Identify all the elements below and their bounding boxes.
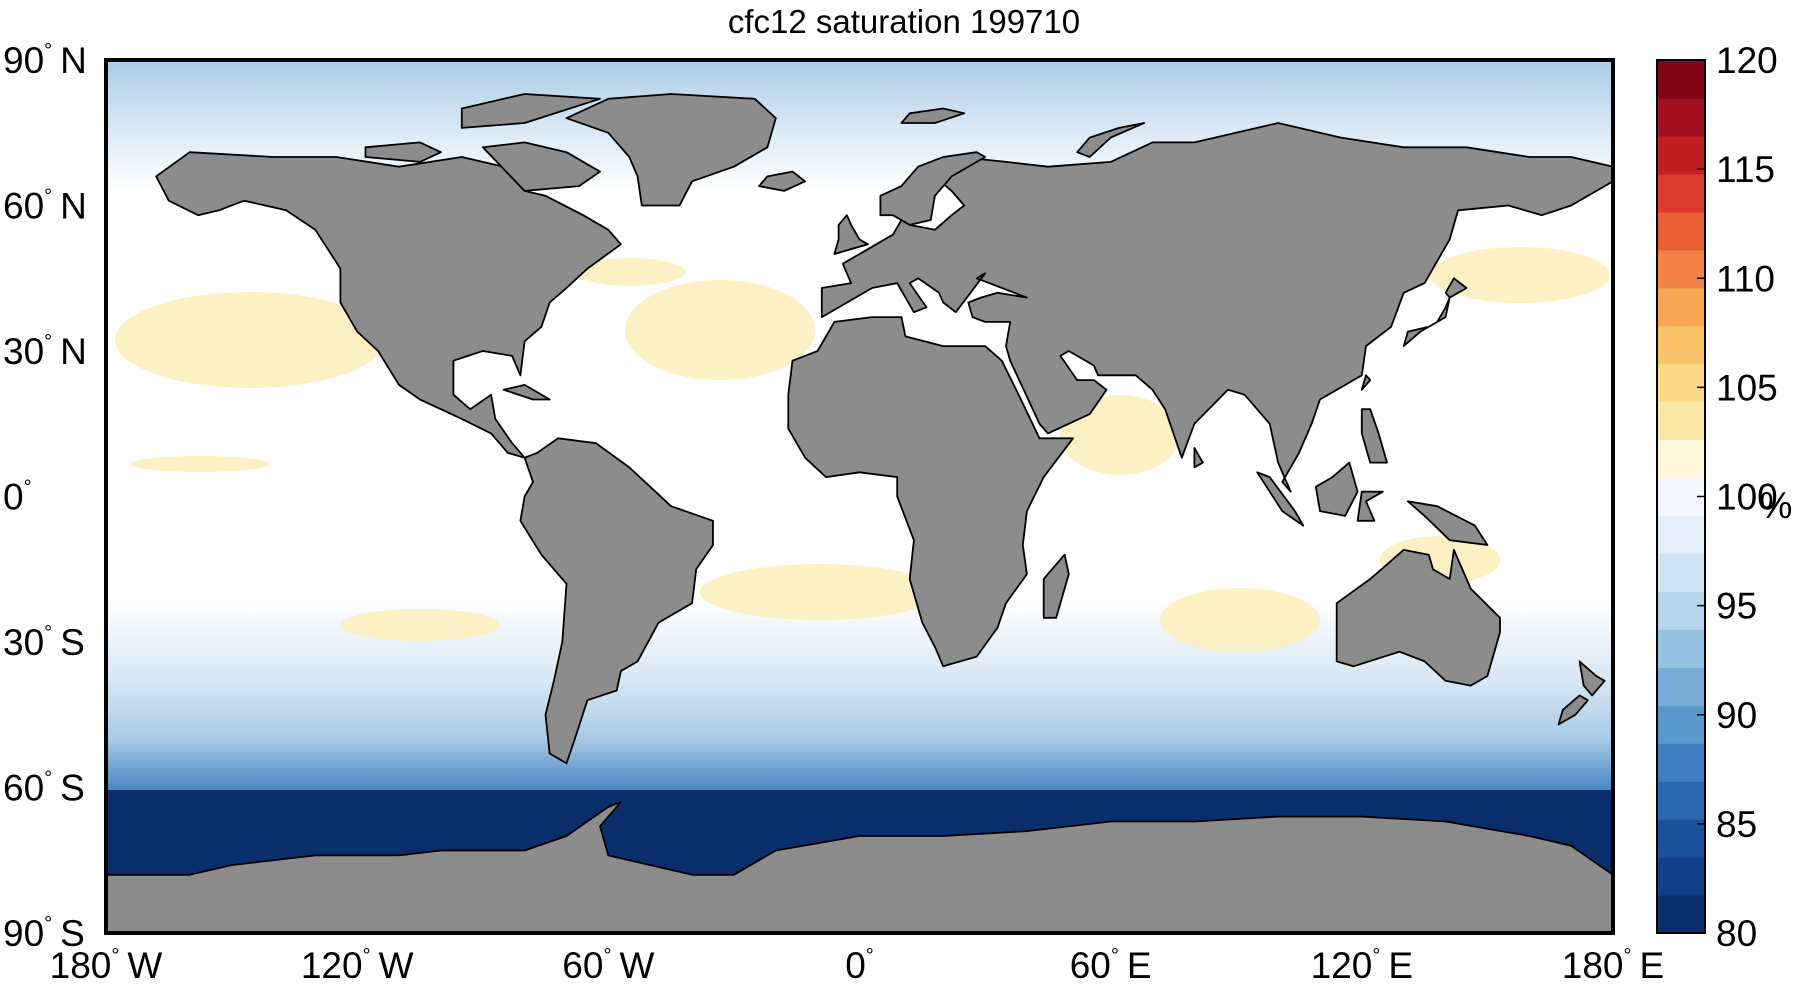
land-britain (833, 214, 869, 255)
colorbar-tick-label: 90 (1716, 695, 1757, 736)
land-australia (1335, 549, 1501, 687)
equatorial-pacific-patch (130, 456, 270, 472)
land-ellesmere (460, 93, 601, 129)
land-novaya-zemlya (1076, 122, 1146, 158)
colorbar-tick-label: 100 (1716, 477, 1778, 518)
land-sri-lanka (1193, 447, 1204, 469)
south-atlantic-patch (700, 564, 940, 620)
land-sumatra (1256, 471, 1305, 527)
colorbar-tick-label: 115 (1716, 149, 1775, 190)
land-sulawesi (1356, 490, 1384, 522)
north-pacific-west-patch (1430, 247, 1610, 303)
north-pacific-east-patch (115, 292, 385, 388)
colorbar-swatch (1657, 667, 1705, 706)
colorbar-ticks: 120 115 110 105 100 95 90 85 80 (1697, 40, 1778, 954)
lat-tick-label: 30° S (3, 622, 85, 663)
lon-tick-label: 120° E (1311, 945, 1413, 984)
land-south-america (519, 437, 714, 765)
land-new-guinea (1407, 500, 1489, 546)
colorbar-tick-label: 95 (1716, 586, 1757, 627)
lon-tick-label: 60° E (1070, 945, 1152, 984)
colorbar-swatch (1657, 705, 1705, 744)
lat-tick-label: 60° N (3, 186, 87, 227)
colorbar-tick-label: 85 (1716, 804, 1757, 845)
colorbar-swatch (1657, 287, 1705, 327)
colorbar-swatch (1657, 60, 1705, 99)
land-hokkaido (1444, 277, 1468, 299)
land-philippines (1360, 408, 1388, 464)
lon-tick-label: 0° (845, 945, 874, 984)
south-indian-patch (1160, 588, 1320, 652)
gulf-stream-patch (575, 258, 685, 286)
colorbar-swatch (1657, 743, 1705, 782)
colorbar-swatch (1657, 591, 1705, 630)
colorbar-tick-label: 105 (1716, 367, 1778, 408)
continents (106, 93, 1613, 933)
colorbar-swatch (1657, 97, 1705, 137)
colorbar-swatch (1657, 629, 1705, 668)
lon-tick-label: 180° W (50, 945, 163, 984)
colorbar-swatch (1657, 439, 1705, 479)
lat-tick-label: 0° (3, 477, 32, 518)
lat-tick-label: 60° S (3, 768, 85, 809)
colorbar-swatch (1657, 819, 1705, 858)
land-taiwan (1360, 374, 1372, 391)
land-new-zealand-north (1578, 660, 1606, 697)
lat-tick-label: 90° S (3, 913, 85, 954)
colorbar-swatch (1657, 515, 1705, 555)
lon-tick-label: 60° W (562, 945, 654, 984)
map-frame (104, 58, 1615, 935)
colorbar-swatch (1657, 895, 1705, 934)
map-title: cfc12 saturation 199710 (727, 3, 1081, 40)
colorbar-swatch (1657, 781, 1705, 820)
supersaturation-patches (115, 247, 1610, 652)
lon-tick-label: 180° E (1562, 945, 1664, 984)
land-svalbard (900, 107, 966, 124)
colorbar-tick-label: 120 (1716, 40, 1778, 81)
colorbar-swatch (1657, 857, 1705, 896)
lat-tick-label: 30° N (3, 331, 87, 372)
colorbar: 120 115 110 105 100 95 90 85 80 (1656, 40, 1778, 954)
lon-tick-label: 120° W (301, 945, 414, 984)
land-iceland (758, 170, 806, 192)
colorbar-swatch (1657, 173, 1705, 213)
land-victoria-island (364, 141, 442, 163)
colorbar-swatch (1657, 135, 1705, 175)
land-madagascar (1042, 553, 1070, 619)
land-antarctica (106, 801, 1613, 933)
map-plot (106, 60, 1613, 933)
land-eurasia (820, 122, 1613, 493)
colorbar-swatches (1657, 60, 1705, 934)
colorbar-unit-label: % (1760, 485, 1793, 526)
land-scandinavia (879, 151, 986, 226)
land-baffin-island (481, 141, 601, 192)
land-greenland (565, 93, 777, 207)
latitude-labels: 90° N 60° N 30° N 0° 30° S 60° S 90° S (3, 40, 87, 954)
colorbar-swatch (1657, 325, 1705, 365)
colorbar-swatch (1657, 249, 1705, 289)
land-borneo (1314, 461, 1359, 517)
arabian-sea-patch (1060, 395, 1180, 475)
land-new-zealand-south (1557, 694, 1589, 726)
colorbar-swatch (1657, 363, 1705, 403)
south-pacific-patch (340, 609, 500, 641)
lat-tick-label: 90° N (3, 40, 87, 81)
land-africa-eurasia (787, 316, 1074, 668)
land-cuba (502, 383, 551, 401)
longitude-labels: 180° W 120° W 60° W 0° 60° E 120° E 180° E (50, 945, 1665, 984)
north-atlantic-subtropical-patch (625, 280, 815, 380)
colorbar-swatch (1657, 553, 1705, 592)
colorbar-tick-label: 110 (1716, 258, 1775, 299)
colorbar-swatch (1657, 401, 1705, 441)
colorbar-swatch (1657, 211, 1705, 251)
colorbar-tick-label: 80 (1716, 913, 1757, 954)
